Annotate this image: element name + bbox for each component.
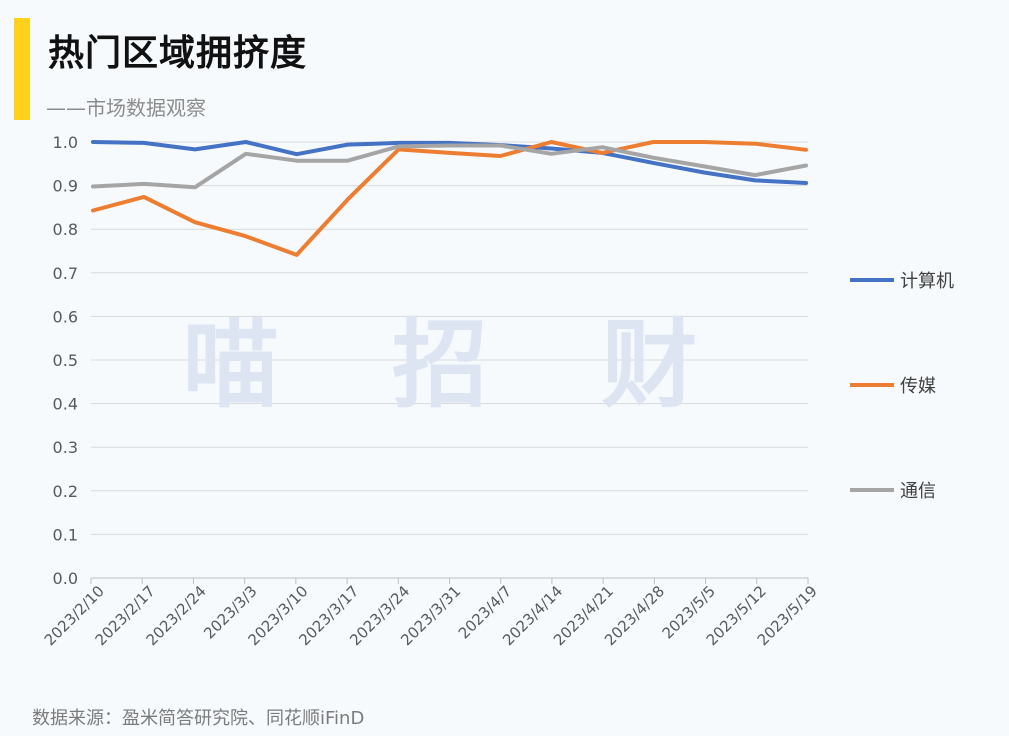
y-tick-label: 0.4: [53, 395, 78, 414]
legend-label: 传媒: [900, 376, 936, 397]
y-axis-ticks: 0.0 0.1 0.2 0.3 0.4 0.5 0.6 0.7 0.8 0.9 1.0: [53, 133, 78, 588]
y-tick-label: 1.0: [53, 133, 78, 152]
page-subtitle: ——市场数据观察: [46, 96, 206, 120]
data-source-note: 数据来源：盈米简答研究院、同花顺iFinD: [32, 708, 365, 729]
legend-label: 通信: [900, 481, 936, 502]
series-line-0: [91, 140, 808, 185]
title-accent-bar: [14, 18, 30, 120]
x-axis: 2023/2/102023/2/172023/2/242023/3/32023/…: [41, 578, 821, 649]
y-tick-label: 0.5: [53, 351, 78, 370]
watermark: 喵 招 财: [183, 309, 738, 421]
y-tick-label: 0.1: [53, 525, 78, 544]
y-tick-label: 0.0: [53, 569, 78, 588]
chart-series: [91, 140, 808, 257]
y-tick-label: 0.9: [53, 177, 78, 196]
series-line-1: [91, 140, 808, 257]
y-tick-label: 0.8: [53, 220, 78, 239]
page-title: 热门区域拥挤度: [48, 33, 308, 74]
legend-label: 计算机: [900, 271, 954, 292]
y-tick-label: 0.6: [53, 307, 78, 326]
y-tick-label: 0.3: [53, 438, 78, 457]
series-line-2: [91, 143, 808, 190]
y-tick-label: 0.7: [53, 264, 78, 283]
y-tick-label: 0.2: [53, 482, 78, 501]
